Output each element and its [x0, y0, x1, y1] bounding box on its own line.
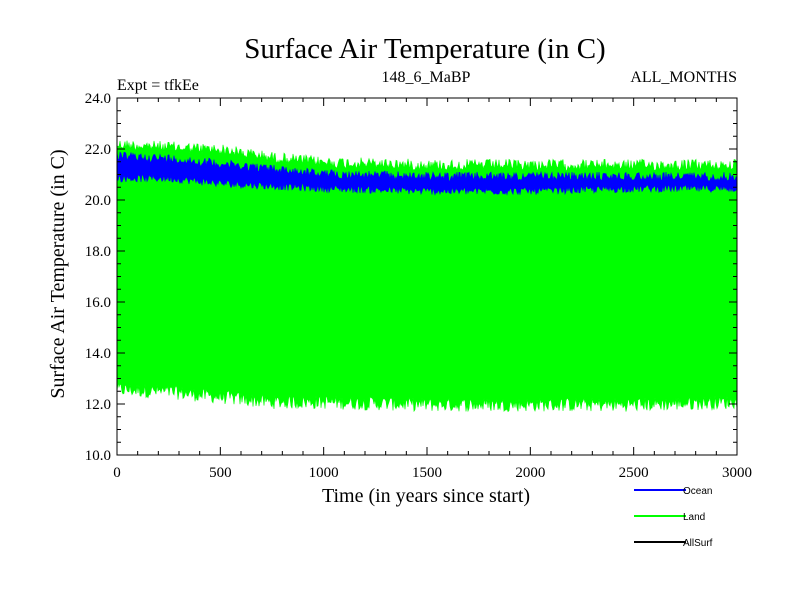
y-tick-label: 10.0	[85, 448, 111, 464]
y-tick-label: 20.0	[85, 193, 111, 209]
y-axis-label: Surface Air Temperature (in C)	[47, 149, 69, 398]
x-tick-label: 0	[113, 465, 121, 481]
y-tick-label: 12.0	[85, 397, 111, 413]
plot-area	[117, 140, 737, 413]
x-tick-label: 3000	[722, 465, 752, 481]
series-band-land	[117, 140, 737, 413]
y-tick-label: 16.0	[85, 295, 111, 311]
y-tick-label: 14.0	[85, 346, 111, 362]
legend-label-allsurf: AllSurf	[683, 538, 713, 549]
x-tick-label: 2000	[515, 465, 545, 481]
x-axis-ticks: 0 500 1000 1500 2000 2500 3000	[113, 98, 752, 481]
x-tick-label: 2500	[619, 465, 649, 481]
legend: Ocean Land AllSurf	[634, 486, 713, 549]
legend-label-land: Land	[683, 512, 705, 523]
y-tick-label: 24.0	[85, 91, 111, 107]
x-tick-label: 500	[209, 465, 232, 481]
x-tick-label: 1000	[309, 465, 339, 481]
y-tick-label: 18.0	[85, 244, 111, 260]
x-tick-label: 1500	[412, 465, 442, 481]
x-axis-label: Time (in years since start)	[322, 485, 530, 507]
y-tick-label: 22.0	[85, 142, 111, 158]
chart-subtitle-right: ALL_MONTHS	[630, 69, 737, 86]
chart-subtitle-left: Expt = tfkEe	[117, 77, 199, 94]
y-axis-ticks: 10.0 12.0 14.0 16.0 18.0 20.0 22.0 24.0	[85, 91, 737, 464]
chart-subtitle-center: 148_6_MaBP	[382, 69, 471, 86]
legend-label-ocean: Ocean	[683, 486, 712, 497]
series-band-ocean	[117, 151, 737, 196]
chart-title: Surface Air Temperature (in C)	[244, 33, 605, 65]
